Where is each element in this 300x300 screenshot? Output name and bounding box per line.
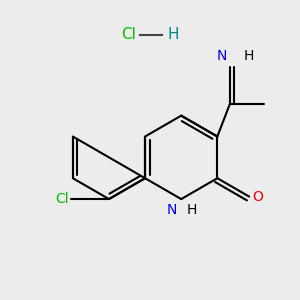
Text: H: H <box>244 49 254 63</box>
Text: H: H <box>167 27 179 42</box>
Text: N: N <box>217 49 227 63</box>
Text: N: N <box>167 203 177 217</box>
Text: H: H <box>187 203 197 217</box>
Text: Cl: Cl <box>55 192 69 206</box>
Text: Cl: Cl <box>122 27 136 42</box>
Text: O: O <box>252 190 263 204</box>
